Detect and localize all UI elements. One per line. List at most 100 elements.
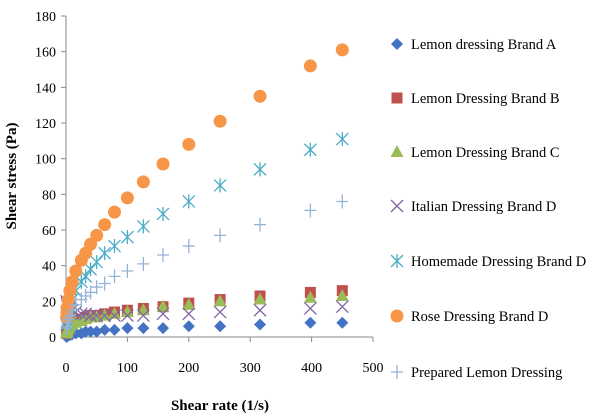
data-point — [120, 191, 134, 205]
data-point — [84, 325, 97, 338]
data-point — [303, 59, 317, 73]
data-point — [156, 206, 170, 221]
x-tick-label: 300 — [240, 361, 261, 376]
data-point — [136, 175, 150, 189]
y-tick-label: 80 — [42, 188, 56, 203]
data-point — [98, 276, 111, 291]
legend-item: Lemon Dressing Brand B — [391, 91, 560, 107]
legend-marker — [390, 145, 404, 157]
data-point — [214, 228, 227, 243]
legend-item: Lemon dressing Brand A — [391, 37, 557, 53]
data-point — [98, 323, 111, 336]
data-point — [182, 194, 196, 209]
legend-marker — [391, 92, 403, 104]
data-point — [137, 322, 150, 335]
series-diamond — [60, 316, 349, 343]
legend-item: Rose Dressing Brand D — [390, 309, 548, 325]
data-point — [157, 247, 170, 262]
data-point — [90, 280, 103, 295]
legend: Lemon dressing Brand A Lemon Dressing Bra… — [390, 37, 586, 381]
data-point — [108, 306, 122, 319]
data-point — [304, 203, 317, 218]
data-point — [108, 323, 121, 336]
data-point — [303, 142, 317, 157]
data-point — [182, 320, 195, 333]
legend-label: Rose Dressing Brand D — [411, 309, 548, 325]
legend-marker — [390, 309, 404, 323]
data-point — [254, 217, 267, 232]
data-point — [335, 288, 349, 301]
data-point — [213, 114, 227, 128]
x-tick-label: 500 — [363, 361, 384, 376]
data-point — [90, 325, 103, 338]
x-tick-label: 400 — [301, 361, 322, 376]
axes: 0 100 200 300 400 500 0 20 40 60 80 100 120 140 160 180 — [35, 10, 384, 376]
legend-label: Prepared Lemon Dressing — [411, 365, 562, 381]
data-point — [156, 157, 170, 171]
data-point — [120, 309, 134, 323]
data-point — [335, 300, 349, 314]
data-point — [213, 294, 227, 307]
data-point — [63, 308, 76, 323]
data-point — [98, 308, 112, 321]
data-point — [90, 255, 104, 270]
data-point — [182, 307, 196, 321]
legend-label: Lemon Dressing Brand C — [411, 145, 560, 161]
data-point — [336, 194, 349, 209]
x-tick-label: 100 — [117, 361, 138, 376]
data-point — [213, 178, 227, 193]
data-point — [69, 264, 83, 278]
data-point — [182, 137, 196, 151]
data-point — [108, 205, 122, 219]
data-point — [98, 246, 112, 261]
legend-label: Lemon dressing Brand A — [411, 37, 557, 53]
y-tick-label: 160 — [35, 46, 56, 61]
data-point — [335, 43, 349, 57]
y-tick-label: 40 — [42, 260, 56, 275]
legend-marker — [390, 254, 404, 268]
data-point — [136, 219, 150, 234]
legend-item: Italian Dressing Brand D — [390, 199, 556, 215]
data-point — [182, 297, 196, 310]
data-point — [69, 297, 82, 312]
y-tick-label: 60 — [42, 224, 56, 239]
data-point — [254, 318, 267, 331]
data-point — [65, 275, 79, 289]
data-point — [120, 230, 134, 245]
legend-label: Homemade Dressing Brand D — [411, 254, 586, 270]
data-point — [214, 320, 227, 333]
data-points — [60, 43, 349, 343]
data-point — [121, 322, 134, 335]
data-point — [156, 307, 170, 321]
data-point — [253, 162, 267, 177]
data-point — [253, 292, 267, 305]
data-point — [84, 285, 97, 300]
y-axis-label: Shear stress (Pa) — [4, 123, 20, 230]
legend-marker — [391, 38, 403, 50]
y-tick-label: 120 — [35, 117, 56, 132]
y-tick-label: 20 — [42, 295, 56, 310]
series-plus — [60, 194, 349, 336]
x-tick-label: 0 — [63, 361, 70, 376]
data-point — [79, 288, 92, 303]
data-point — [157, 322, 170, 335]
data-point — [108, 239, 121, 254]
data-point — [253, 303, 267, 317]
legend-label: Lemon Dressing Brand B — [411, 91, 560, 107]
data-point — [62, 312, 75, 327]
data-point — [304, 316, 317, 329]
data-point — [182, 239, 195, 254]
data-point — [108, 309, 121, 323]
y-tick-label: 140 — [35, 81, 56, 96]
data-point — [98, 309, 112, 323]
y-tick-label: 180 — [35, 10, 56, 25]
data-point — [61, 315, 74, 330]
legend-item: Lemon Dressing Brand C — [390, 145, 560, 161]
legend-label: Italian Dressing Brand D — [411, 199, 556, 215]
x-tick-label: 200 — [178, 361, 199, 376]
data-point — [98, 218, 112, 232]
data-point — [90, 228, 104, 242]
data-point — [303, 290, 317, 303]
series-circle — [60, 43, 349, 324]
